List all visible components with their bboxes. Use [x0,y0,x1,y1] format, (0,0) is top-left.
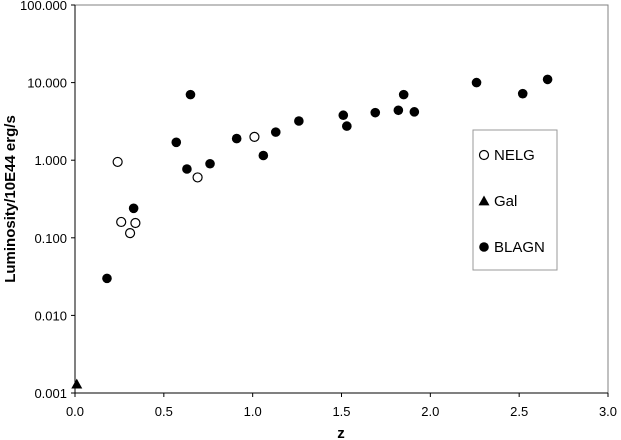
blagn-point [542,74,553,85]
blagn-point [342,121,352,131]
blagn-point [517,88,528,99]
nelg-point [130,217,141,229]
x-axis-title: z [337,425,345,440]
legend-nelg-marker [478,149,490,161]
blagn-point [205,158,215,169]
nelg-point [124,227,136,239]
y-tick-label: 0.010 [34,308,67,323]
blagn-point [128,203,139,214]
x-axis-ticks: 0.0 0.5 1.0 1.5 2.0 2.5 3.0 [66,393,617,419]
y-axis-ticks: 0.001 0.010 0.100 1.000 10.000 100.000 [20,0,75,401]
y-axis-title: Luminosity/10E44 erg/s [2,115,19,283]
x-tick-label: 3.0 [599,404,617,419]
blagn-point [182,164,192,174]
blagn-point [338,110,349,121]
blagn-point [270,127,281,137]
legend-blagn-label: BLAGN [494,239,545,256]
blagn-point [409,107,420,117]
y-tick-label: 100.000 [20,0,67,13]
blagn-point [398,89,409,100]
legend-gal-label: Gal [494,193,517,210]
blagn-point [231,133,242,144]
nelg-point [192,172,203,183]
y-tick-label: 0.001 [34,386,67,401]
gal-point [71,378,83,389]
blagn-point [258,150,269,161]
x-tick-label: 0.5 [155,404,173,419]
nelg-point [112,156,123,168]
blagn-point [102,273,112,284]
blagn-point [370,107,381,118]
legend: NELG Gal BLAGN [472,129,558,271]
x-tick-label: 1.0 [244,404,262,419]
x-tick-label: 0.0 [66,404,84,419]
x-tick-label: 2.5 [510,404,528,419]
blagn-point [294,116,304,126]
x-tick-label: 2.0 [421,404,439,419]
blagn-point [185,89,196,100]
x-tick-label: 1.5 [332,404,350,419]
nelg-point [249,131,260,142]
legend-items: NELG Gal BLAGN [478,147,545,256]
blagn-point [393,105,404,116]
legend-blagn-marker [479,242,489,252]
y-tick-label: 10.000 [27,76,67,91]
y-tick-label: 0.100 [34,231,67,246]
legend-nelg-label: NELG [494,147,535,164]
data-points [71,74,553,389]
blagn-point [171,137,182,148]
nelg-point [116,216,127,228]
blagn-point [471,77,482,88]
y-tick-label: 1.000 [34,153,67,168]
legend-gal-marker [478,195,490,206]
